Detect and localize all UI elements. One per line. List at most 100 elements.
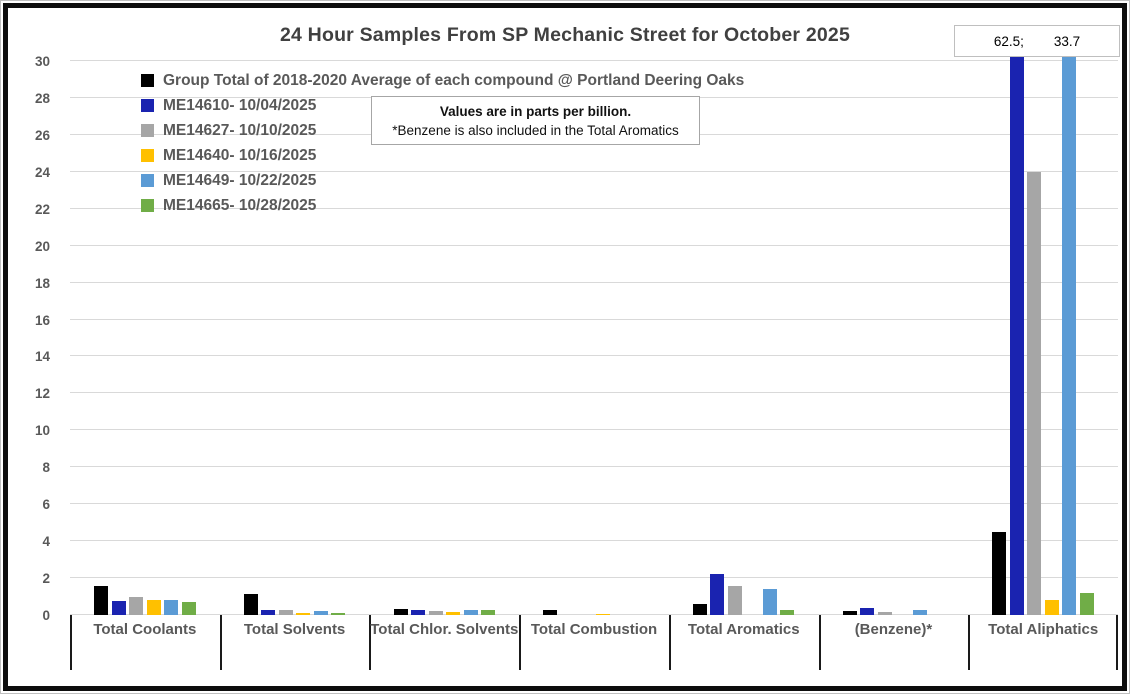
gridline-0 — [70, 614, 1118, 615]
legend-swatch-icon — [141, 74, 154, 87]
y-tick-label-8: 8 — [42, 460, 50, 476]
bar-group-1 — [70, 56, 220, 615]
x-label-7: Total Aliphatics — [988, 621, 1099, 638]
x-label-2: Total Solvents — [243, 621, 346, 638]
legend-item-4[interactable]: ME14640- 10/16/2025 — [141, 143, 744, 168]
legend-swatch-icon — [141, 199, 154, 212]
bar-series5-cat1[interactable] — [164, 600, 179, 615]
y-tick-label-30: 30 — [34, 54, 50, 69]
bar-series1-cat2[interactable] — [243, 593, 258, 615]
units-note-box[interactable]: Values are in parts per billion. *Benzen… — [371, 96, 700, 145]
bar-series3-cat7[interactable] — [1027, 171, 1042, 615]
y-tick-label-4: 4 — [42, 534, 50, 550]
gridline-14 — [70, 355, 1118, 357]
bar-series5-cat5[interactable] — [762, 589, 777, 615]
bar-series2-cat7[interactable] — [1009, 56, 1024, 615]
bar-series5-cat2[interactable] — [313, 611, 328, 615]
bar-series3-cat6[interactable] — [877, 612, 892, 615]
bar-series2-cat3[interactable] — [411, 610, 426, 615]
bar-series6-cat3[interactable] — [481, 610, 496, 615]
legend-swatch-icon — [141, 174, 154, 187]
y-tick-label-2: 2 — [42, 571, 50, 587]
legend-item-6[interactable]: ME14665- 10/28/2025 — [141, 193, 744, 218]
gridline-6 — [70, 503, 1118, 505]
x-label-1: Total Coolants — [93, 621, 197, 638]
y-tick-label-6: 6 — [42, 497, 50, 513]
legend-item-1[interactable]: Group Total of 2018-2020 Average of each… — [141, 68, 744, 93]
gridline-22 — [70, 207, 1118, 209]
bar-series6-cat1[interactable] — [181, 602, 196, 615]
clipped-value-left: 62.5; — [993, 33, 1024, 49]
legend-label: ME14640- 10/16/2025 — [163, 146, 317, 164]
bar-group-6 — [819, 56, 969, 615]
bar-series1-cat4[interactable] — [543, 610, 558, 615]
legend-item-5[interactable]: ME14649- 10/22/2025 — [141, 168, 744, 193]
bar-series3-cat5[interactable] — [727, 585, 742, 615]
bar-series3-cat2[interactable] — [278, 609, 293, 615]
bar-series3-cat3[interactable] — [428, 611, 443, 615]
legend-item-3[interactable]: ME14627- 10/10/2025 — [141, 118, 744, 143]
bar-series4-cat1[interactable] — [146, 600, 161, 615]
bar-series1-cat1[interactable] — [94, 586, 109, 615]
gridline-16 — [70, 318, 1118, 320]
y-tick-label-28: 28 — [34, 90, 50, 106]
bar-series1-cat3[interactable] — [393, 608, 408, 615]
bar-groups — [70, 56, 1118, 615]
bar-series5-cat7[interactable] — [1062, 56, 1077, 615]
legend-label: Group Total of 2018-2020 Average of each… — [163, 71, 745, 89]
note-line-1: Values are in parts per billion. — [439, 103, 632, 119]
y-tick-label-24: 24 — [34, 164, 50, 180]
gridline-2 — [70, 577, 1118, 579]
bar-series1-cat5[interactable] — [692, 603, 707, 615]
chart-title: 24 Hour Samples From SP Mechanic Street … — [279, 24, 851, 46]
chart-frame: 24 Hour Samples From SP Mechanic Street … — [3, 3, 1127, 691]
bar-series2-cat6[interactable] — [860, 607, 875, 615]
bar-series1-cat6[interactable] — [842, 611, 857, 615]
bar-group-7 — [968, 56, 1118, 615]
clipped-values-annotation-box[interactable]: 62.5; 33.7 — [954, 25, 1120, 57]
bar-group-2 — [220, 56, 370, 615]
bar-series2-cat1[interactable] — [111, 601, 126, 615]
gridline-18 — [70, 281, 1118, 283]
bar-series5-cat6[interactable] — [912, 610, 927, 615]
bar-series2-cat2[interactable] — [261, 609, 276, 615]
chart-legend: Group Total of 2018-2020 Average of each… — [141, 68, 744, 218]
y-tick-label-10: 10 — [34, 423, 50, 439]
y-tick-label-0: 0 — [42, 608, 50, 623]
bar-series6-cat2[interactable] — [331, 612, 346, 615]
y-tick-label-26: 26 — [34, 127, 50, 143]
y-tick-label-14: 14 — [34, 349, 50, 365]
bar-series6-cat5[interactable] — [780, 609, 795, 615]
bar-series2-cat5[interactable] — [710, 574, 725, 615]
x-axis-labels: Total Coolants Total Solvents Total Chlor.… — [70, 621, 1118, 638]
x-label-6: (Benzene)* — [854, 621, 933, 638]
legend-label: ME14627- 10/10/2025 — [163, 121, 317, 139]
y-tick-label-22: 22 — [34, 201, 50, 217]
gridline-12 — [70, 392, 1118, 394]
y-axis-labels: 0 2 4 6 8 10 12 14 16 18 20 22 24 26 28 30 — [16, 54, 50, 623]
gridline-10 — [70, 429, 1118, 431]
note-line-2: *Benzene is also included in the Total A… — [392, 122, 679, 138]
gridline-8 — [70, 466, 1118, 468]
y-tick-label-18: 18 — [34, 275, 50, 291]
bar-series5-cat3[interactable] — [463, 610, 478, 615]
bar-group-3 — [369, 56, 519, 615]
bar-series4-cat2[interactable] — [296, 612, 311, 615]
y-tick-label-16: 16 — [34, 312, 50, 328]
gridline-30 — [70, 60, 1118, 61]
gridline-4 — [70, 540, 1118, 542]
legend-item-2[interactable]: ME14610- 10/04/2025 — [141, 93, 744, 118]
bar-series4-cat3[interactable] — [446, 612, 461, 615]
legend-label: ME14665- 10/28/2025 — [163, 196, 317, 214]
y-tick-label-20: 20 — [34, 238, 50, 254]
bar-series4-cat4[interactable] — [595, 613, 610, 615]
bar-series1-cat7[interactable] — [992, 531, 1007, 615]
bar-series6-cat7[interactable] — [1079, 592, 1094, 615]
x-label-5: Total Aromatics — [687, 621, 800, 638]
legend-swatch-icon — [141, 149, 154, 162]
x-label-3: Total Chlor. Solvents — [370, 621, 519, 638]
legend-swatch-icon — [141, 99, 154, 112]
bar-series4-cat7[interactable] — [1044, 600, 1059, 615]
bar-series3-cat1[interactable] — [129, 596, 144, 615]
